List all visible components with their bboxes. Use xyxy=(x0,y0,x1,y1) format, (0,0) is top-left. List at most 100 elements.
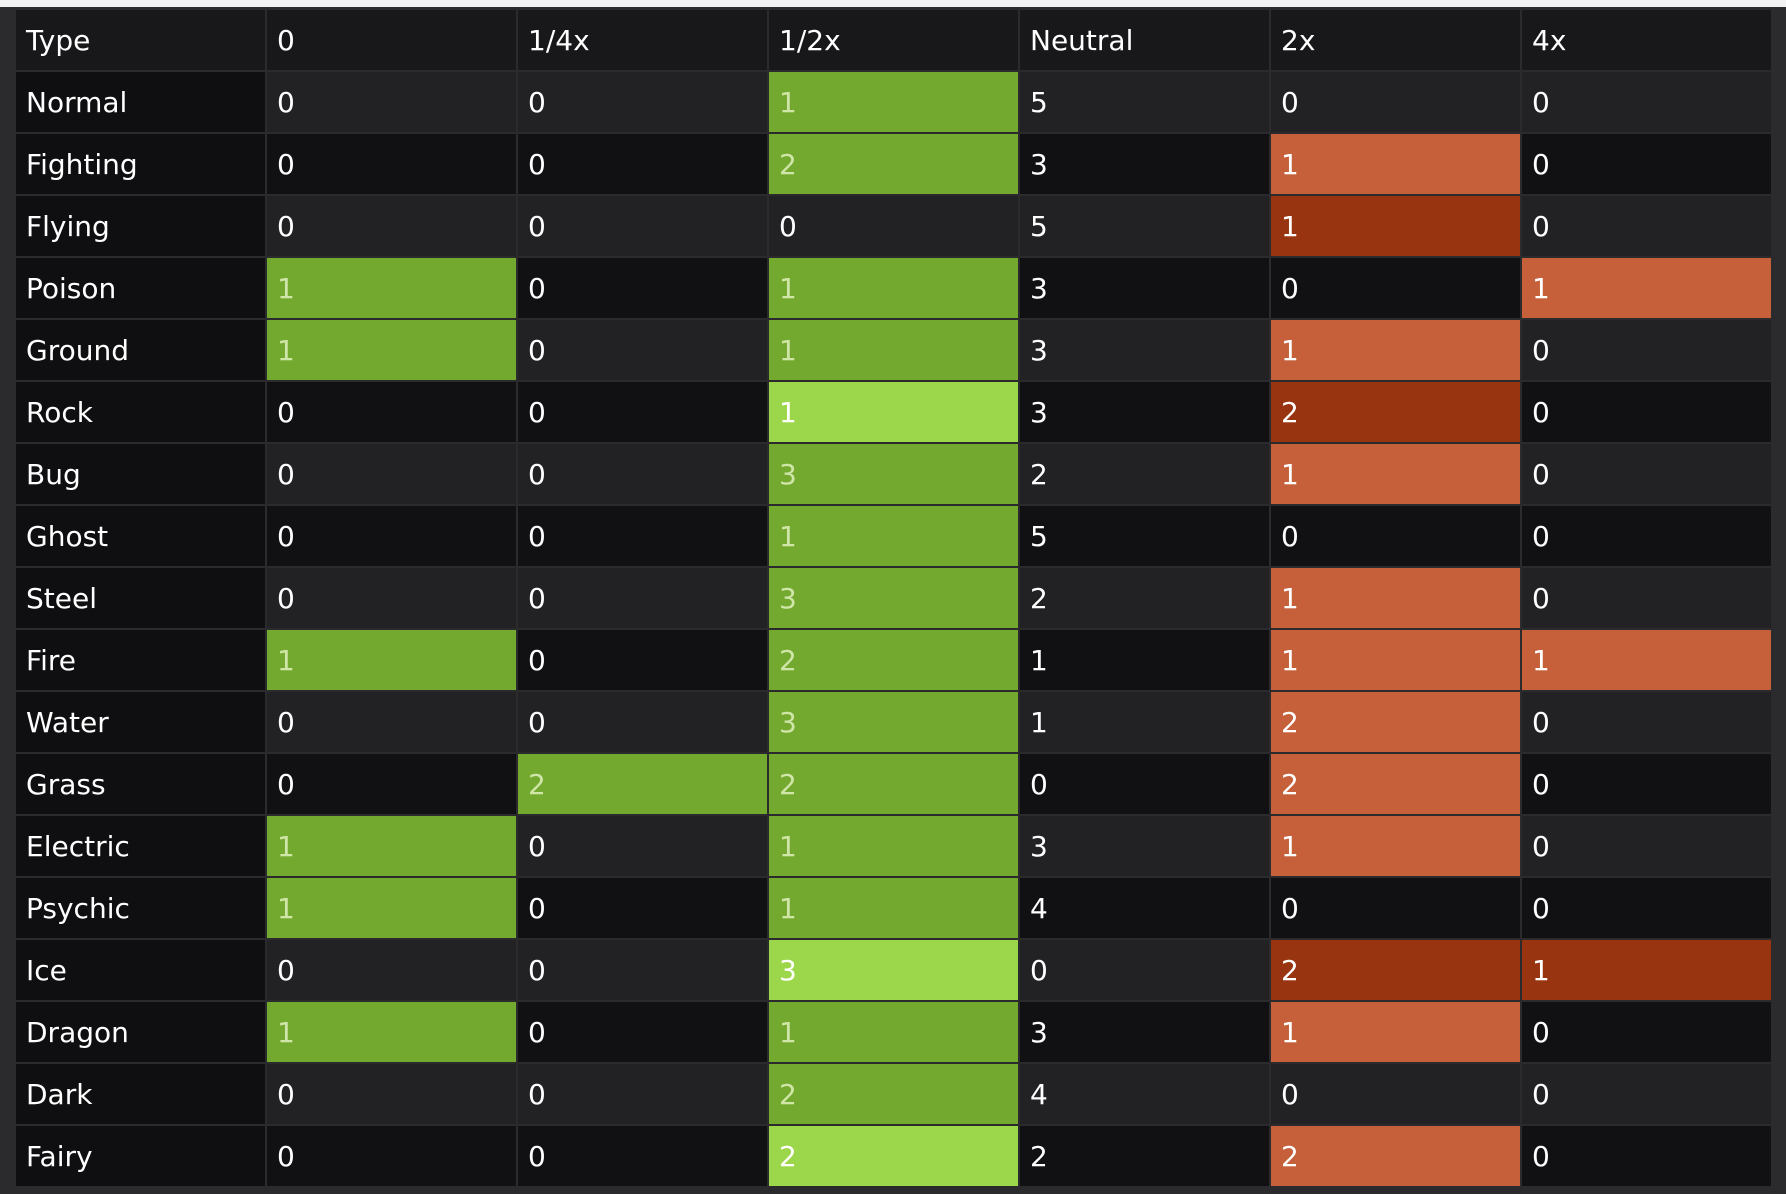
table-row: Psychic 1 0 1 4 0 0 xyxy=(16,878,1771,938)
table-cell: 3 xyxy=(1020,382,1269,442)
table-cell: 0 xyxy=(518,568,767,628)
table-cell: 0 xyxy=(1522,1126,1771,1186)
table-row: Normal 0 0 1 5 0 0 xyxy=(16,72,1771,132)
table-cell: 0 xyxy=(1271,1064,1520,1124)
table-cell: 1 xyxy=(769,320,1018,380)
table-cell: 2 xyxy=(1271,754,1520,814)
table-row: Fairy 0 0 2 2 2 0 xyxy=(16,1126,1771,1186)
row-type-label: Ice xyxy=(16,940,265,1000)
table-cell: 0 xyxy=(1522,1064,1771,1124)
table-cell: 1 xyxy=(769,1002,1018,1062)
table-cell: 1 xyxy=(769,816,1018,876)
row-type-label: Normal xyxy=(16,72,265,132)
table-cell: 0 xyxy=(518,692,767,752)
table-cell: 0 xyxy=(1522,568,1771,628)
table-cell: 2 xyxy=(769,134,1018,194)
table-cell: 0 xyxy=(518,816,767,876)
table-cell: 2 xyxy=(1271,382,1520,442)
table-cell: 1 xyxy=(769,72,1018,132)
table-cell: 2 xyxy=(518,754,767,814)
table-cell: 0 xyxy=(518,196,767,256)
table-cell: 0 xyxy=(1522,878,1771,938)
table-cell: 3 xyxy=(1020,816,1269,876)
table-cell: 2 xyxy=(1271,1126,1520,1186)
table-cell: 3 xyxy=(1020,1002,1269,1062)
row-type-label: Fairy xyxy=(16,1126,265,1186)
table-cell: 1 xyxy=(267,320,516,380)
table-cell: 2 xyxy=(769,1126,1018,1186)
table-row: Rock 0 0 1 3 2 0 xyxy=(16,382,1771,442)
row-type-label: Rock xyxy=(16,382,265,442)
table-row: Dark 0 0 2 4 0 0 xyxy=(16,1064,1771,1124)
table-cell: 0 xyxy=(1020,940,1269,1000)
table-cell: 2 xyxy=(1020,1126,1269,1186)
column-header: 2x xyxy=(1271,10,1520,70)
top-border xyxy=(0,0,1786,7)
table-row: Electric 1 0 1 3 1 0 xyxy=(16,816,1771,876)
table-cell: 2 xyxy=(769,1064,1018,1124)
table-row: Fighting 0 0 2 3 1 0 xyxy=(16,134,1771,194)
table-cell: 1 xyxy=(267,878,516,938)
table-body: Normal 0 0 1 5 0 0 Fighting 0 0 2 3 1 0 Flying 0 0 0 5 1 0 Po… xyxy=(16,72,1771,1186)
table-row: Ghost 0 0 1 5 0 0 xyxy=(16,506,1771,566)
table-cell: 3 xyxy=(769,692,1018,752)
column-header: 4x xyxy=(1522,10,1771,70)
table-cell: 0 xyxy=(1522,320,1771,380)
table-cell: 1 xyxy=(267,258,516,318)
column-header: Neutral xyxy=(1020,10,1269,70)
table-row: Steel 0 0 3 2 1 0 xyxy=(16,568,1771,628)
table-cell: 1 xyxy=(267,630,516,690)
table-cell: 0 xyxy=(1522,134,1771,194)
row-type-label: Steel xyxy=(16,568,265,628)
row-type-label: Psychic xyxy=(16,878,265,938)
table-cell: 1 xyxy=(769,506,1018,566)
row-type-label: Bug xyxy=(16,444,265,504)
table-cell: 1 xyxy=(267,1002,516,1062)
table-cell: 0 xyxy=(518,72,767,132)
table-cell: 0 xyxy=(518,444,767,504)
table-row: Dragon 1 0 1 3 1 0 xyxy=(16,1002,1771,1062)
row-type-label: Water xyxy=(16,692,265,752)
column-header: 0 xyxy=(267,10,516,70)
table-cell: 4 xyxy=(1020,878,1269,938)
table-cell: 0 xyxy=(1271,258,1520,318)
table-cell: 1 xyxy=(1271,196,1520,256)
row-type-label: Grass xyxy=(16,754,265,814)
table-cell: 0 xyxy=(267,506,516,566)
table-cell: 0 xyxy=(267,1126,516,1186)
table-cell: 0 xyxy=(518,630,767,690)
table-row: Poison 1 0 1 3 0 1 xyxy=(16,258,1771,318)
table-cell: 0 xyxy=(518,506,767,566)
table-cell: 3 xyxy=(1020,320,1269,380)
table-cell: 1 xyxy=(1522,258,1771,318)
table-cell: 0 xyxy=(518,258,767,318)
table-cell: 3 xyxy=(769,568,1018,628)
table-cell: 1 xyxy=(267,816,516,876)
table-cell: 3 xyxy=(769,444,1018,504)
table-cell: 1 xyxy=(1271,444,1520,504)
table-cell: 0 xyxy=(1271,878,1520,938)
table-cell: 3 xyxy=(1020,258,1269,318)
table-row: Fire 1 0 2 1 1 1 xyxy=(16,630,1771,690)
table-cell: 2 xyxy=(1271,692,1520,752)
table-cell: 1 xyxy=(1522,630,1771,690)
table-cell: 5 xyxy=(1020,506,1269,566)
table-cell: 0 xyxy=(267,134,516,194)
row-type-label: Dragon xyxy=(16,1002,265,1062)
table-cell: 0 xyxy=(1522,72,1771,132)
table-cell: 0 xyxy=(518,134,767,194)
table-cell: 0 xyxy=(518,940,767,1000)
type-effectiveness-table: Type 0 1/4x 1/2x Neutral 2x 4x Normal 0 0 1 5 0 0 Fig… xyxy=(14,8,1773,1188)
table-cell: 5 xyxy=(1020,196,1269,256)
table-cell: 0 xyxy=(1522,444,1771,504)
table-cell: 0 xyxy=(518,382,767,442)
table-row: Grass 0 2 2 0 2 0 xyxy=(16,754,1771,814)
table-cell: 1 xyxy=(1020,630,1269,690)
table-cell: 0 xyxy=(267,72,516,132)
table-cell: 1 xyxy=(1271,1002,1520,1062)
table-cell: 0 xyxy=(1271,506,1520,566)
table-row: Flying 0 0 0 5 1 0 xyxy=(16,196,1771,256)
table-cell: 0 xyxy=(1522,196,1771,256)
table-cell: 1 xyxy=(1271,568,1520,628)
